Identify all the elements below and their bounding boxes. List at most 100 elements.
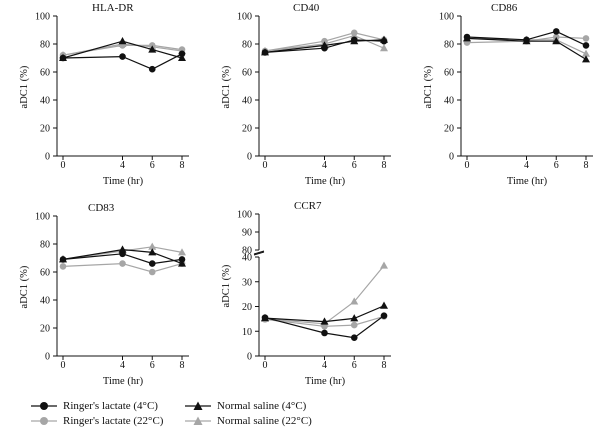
y-tick-label: 100: [439, 12, 454, 23]
data-point-ringer-s-lactate-22-c: [119, 260, 126, 267]
data-point-normal-saline-22-c: [350, 31, 359, 39]
panel-cd40: CD40 0 20 40 60 80 100 0 4 6 8 Time (hr) aDC1 (%): [221, 2, 391, 187]
data-point-normal-saline-22-c: [178, 248, 186, 256]
x-axis-title: Time (hr): [305, 376, 346, 387]
series-line-normal-saline-4-c: [466, 37, 587, 60]
y-tick-label: 80: [242, 40, 252, 51]
x-tick-label: 4: [120, 360, 125, 371]
y-tick-label: 80: [40, 40, 50, 51]
data-point-normal-saline-4-c: [59, 255, 67, 263]
x-tick-label: 6: [352, 360, 357, 371]
series-line-ringer-s-lactate-4-c: [62, 53, 183, 70]
panel-cd83: CD83 0 20 40 60 80 100 0 4 6 8 Time (hr) aDC1 (%): [19, 202, 189, 387]
data-point-ringer-s-lactate-4-c: [148, 65, 156, 73]
data-point-normal-saline-4-c: [463, 34, 471, 42]
x-tick-label: 0: [465, 160, 470, 171]
data-point-normal-saline-4-c: [261, 313, 269, 322]
y-tick-label: 30: [242, 277, 252, 288]
data-point-normal-saline-4-c: [380, 35, 388, 43]
data-point-normal-saline-4-c: [552, 37, 561, 45]
x-tick-label: 8: [180, 160, 185, 171]
series-line-normal-saline-4-c: [264, 305, 385, 323]
panel-cd86: CD86 0 20 40 60 80 100 0 4 6 8 Time (hr) aDC1 (%): [423, 2, 593, 187]
legend-item-ringers-22c: Ringer's lactate (22°C): [30, 414, 163, 428]
series-line-ringer-s-lactate-22-c: [264, 32, 385, 52]
series-line-ringer-s-lactate-22-c: [264, 315, 385, 327]
panel-title: HLA-DR: [92, 2, 134, 14]
data-point-normal-saline-4-c: [320, 317, 329, 325]
y-axis-title: aDC1 (%): [19, 265, 30, 308]
data-point-ringer-s-lactate-22-c: [582, 35, 590, 42]
series-line-normal-saline-22-c: [264, 34, 385, 52]
data-point-normal-saline-22-c: [350, 297, 359, 305]
x-tick-label: 0: [61, 160, 66, 171]
y-tick-label: 40: [40, 96, 50, 107]
legend-marker-saline-22c: [185, 416, 211, 425]
panel-title: CD40: [293, 2, 320, 14]
x-axis-title: Time (hr): [103, 376, 144, 387]
y-tick-label: 20: [444, 124, 454, 135]
data-point-normal-saline-4-c: [178, 259, 186, 267]
y-tick-label: 80: [40, 240, 50, 251]
legend-marker-ringers-4c: [31, 402, 57, 410]
x-tick-label: 8: [180, 360, 185, 371]
data-point-ringer-s-lactate-4-c: [380, 312, 388, 319]
data-point-normal-saline-4-c: [261, 48, 269, 56]
x-axis-title: Time (hr): [507, 176, 548, 187]
x-tick-label: 0: [263, 360, 268, 371]
y-tick-label: 20: [40, 324, 50, 335]
data-point-normal-saline-4-c: [522, 37, 531, 45]
data-point-ringer-s-lactate-4-c: [552, 28, 560, 35]
x-tick-label: 8: [584, 160, 589, 171]
x-tick-label: 4: [524, 160, 529, 171]
panel-title: CD86: [491, 2, 518, 14]
x-tick-label: 4: [322, 360, 327, 371]
data-point-normal-saline-22-c: [582, 49, 590, 57]
data-point-normal-saline-22-c: [380, 261, 388, 269]
data-point-normal-saline-22-c: [380, 44, 388, 52]
y-tick-label: 20: [242, 302, 252, 313]
y-tick-label: 40: [242, 96, 252, 107]
y-tick-label: 80: [444, 40, 454, 51]
y-tick-label: 60: [242, 68, 252, 79]
series-line-normal-saline-22-c: [466, 37, 587, 55]
x-tick-label: 4: [120, 160, 125, 171]
data-point-ringer-s-lactate-4-c: [321, 329, 328, 337]
data-point-normal-saline-22-c: [148, 242, 157, 250]
data-point-ringer-s-lactate-4-c: [148, 260, 156, 267]
x-axis-title: Time (hr): [103, 176, 144, 187]
y-tick-label: 0: [247, 152, 252, 163]
panel-hla-dr: HLA-DR 0 20 40 60 80 100 0 4 6 8 Time (hr) aDC1 (%): [19, 2, 189, 187]
panel-title: CCR7: [294, 200, 322, 212]
y-axis-title: aDC1 (%): [221, 264, 232, 307]
y-tick-label: 40: [444, 96, 454, 107]
y-tick-label: 100: [237, 210, 252, 221]
series-line-ringer-s-lactate-4-c: [62, 253, 183, 265]
data-point-ringer-s-lactate-22-c: [148, 268, 156, 276]
axis-break-mark: [253, 251, 265, 256]
x-tick-label: 6: [352, 160, 357, 171]
y-axis-title: aDC1 (%): [19, 65, 30, 108]
data-point-normal-saline-4-c: [118, 245, 127, 253]
y-tick-label: 60: [40, 268, 50, 279]
y-tick-label: 0: [247, 352, 252, 363]
x-tick-label: 4: [322, 160, 327, 171]
x-axis-title: Time (hr): [305, 176, 346, 187]
data-point-normal-saline-4-c: [118, 37, 127, 45]
legend-item-saline-4c: Normal saline (4°C): [184, 399, 306, 413]
data-point-normal-saline-4-c: [148, 248, 157, 256]
legend-marker-ringers-22c: [31, 417, 57, 425]
data-point-normal-saline-4-c: [350, 37, 359, 45]
data-point-normal-saline-4-c: [380, 301, 388, 309]
x-tick-label: 8: [382, 160, 387, 171]
y-axis-title: aDC1 (%): [221, 65, 232, 108]
legend-item-ringers-4c: Ringer's lactate (4°C): [30, 399, 158, 413]
data-point-ringer-s-lactate-22-c: [350, 321, 358, 329]
x-tick-label: 8: [382, 360, 387, 371]
y-tick-label: 0: [449, 152, 454, 163]
data-point-normal-saline-4-c: [148, 45, 157, 53]
series-line-normal-saline-4-c: [62, 248, 183, 265]
x-tick-label: 6: [150, 360, 155, 371]
